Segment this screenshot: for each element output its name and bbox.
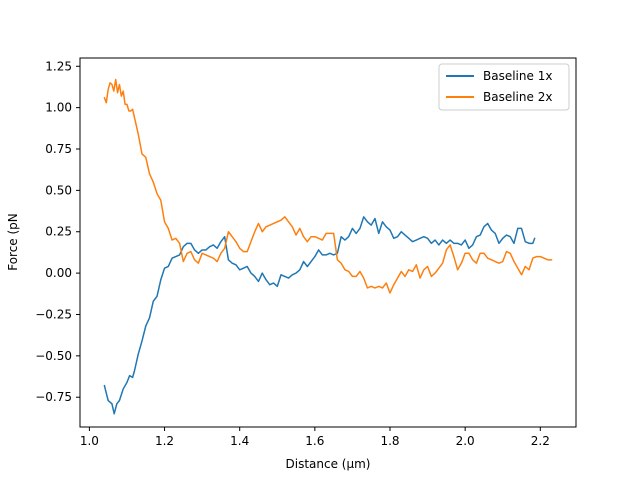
legend-label-baseline-2x: Baseline 2x bbox=[483, 90, 552, 104]
x-tick-label: 1.8 bbox=[380, 434, 399, 448]
series-line-baseline-1x bbox=[103, 216, 536, 415]
x-axis-ticks: 1.0 1.2 1.4 1.6 1.8 2.0 2.2 bbox=[80, 427, 550, 448]
series-line-baseline-2x bbox=[103, 78, 553, 294]
x-tick-label: 1.0 bbox=[80, 434, 99, 448]
y-tick-label: 1.25 bbox=[45, 59, 72, 73]
y-tick-label: 0.25 bbox=[45, 225, 72, 239]
x-tick-label: 1.6 bbox=[305, 434, 324, 448]
x-axis-label: Distance (μm) bbox=[286, 457, 371, 471]
series-layer bbox=[103, 78, 553, 415]
y-tick-label: 0.75 bbox=[45, 142, 72, 156]
axes-frame bbox=[79, 57, 577, 428]
y-tick-label: −0.50 bbox=[35, 349, 72, 363]
x-tick-label: 2.0 bbox=[456, 434, 475, 448]
y-tick-label: −0.25 bbox=[35, 307, 72, 321]
y-axis-ticks: −0.75 −0.50 −0.25 0.00 0.25 0.50 0.75 1.00 1.25 bbox=[35, 59, 80, 404]
legend: Baseline 1x Baseline 2x bbox=[438, 63, 570, 111]
x-tick-label: 1.4 bbox=[230, 434, 249, 448]
x-tick-label: 2.2 bbox=[531, 434, 550, 448]
y-tick-label: 1.00 bbox=[45, 101, 72, 115]
legend-label-baseline-1x: Baseline 1x bbox=[483, 69, 552, 83]
y-tick-label: 0.50 bbox=[45, 183, 72, 197]
y-tick-label: 0.00 bbox=[45, 266, 72, 280]
y-tick-label: −0.75 bbox=[35, 390, 72, 404]
y-axis-label: Force (pN bbox=[6, 213, 20, 271]
x-tick-label: 1.2 bbox=[155, 434, 174, 448]
